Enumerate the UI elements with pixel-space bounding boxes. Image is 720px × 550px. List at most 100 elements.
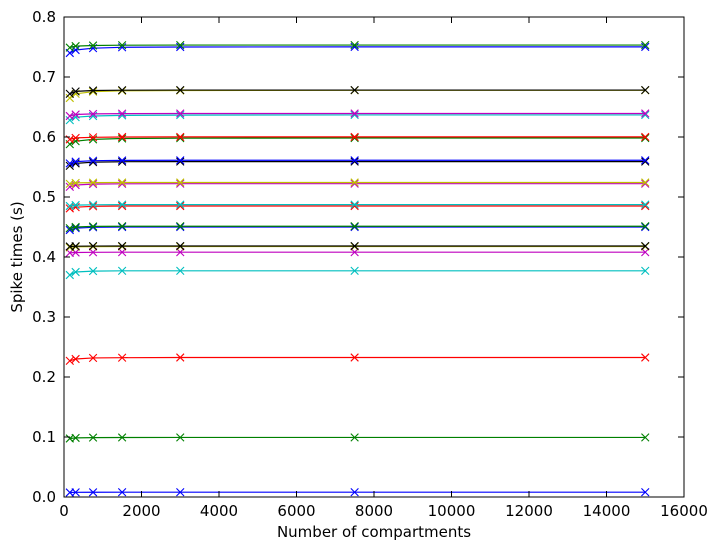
x-tick-label: 14000 [583, 502, 631, 520]
data-point-marker [71, 267, 80, 277]
data-point-marker [88, 200, 98, 209]
y-tick-label: 0.7 [32, 68, 56, 86]
data-point-marker [176, 178, 185, 187]
data-point-marker [71, 200, 80, 210]
data-point-marker [176, 85, 185, 95]
data-point-marker [71, 488, 80, 497]
data-point-marker [117, 266, 127, 275]
data-point-marker [176, 266, 185, 275]
series-22 [65, 40, 650, 52]
data-point-marker [117, 156, 127, 165]
series-16 [65, 132, 650, 144]
series-2 [65, 353, 650, 365]
data-point-marker [117, 201, 127, 211]
data-point-marker [641, 179, 650, 188]
data-point-marker [350, 132, 359, 142]
data-point-marker [176, 433, 185, 442]
data-point-marker [117, 132, 127, 142]
data-point-marker [88, 433, 98, 442]
data-point-marker [88, 241, 98, 251]
data-point-marker [350, 85, 359, 95]
x-tick-label: 2000 [122, 502, 160, 520]
data-point-marker [117, 41, 127, 50]
data-point-marker [65, 356, 75, 365]
data-point-marker [350, 42, 359, 52]
series-15 [65, 133, 650, 149]
x-axis-label: Number of compartments [277, 523, 471, 541]
data-point-marker [350, 222, 359, 232]
data-point-marker [117, 433, 127, 442]
data-point-marker [176, 241, 185, 251]
data-point-marker [71, 222, 80, 232]
data-point-marker [350, 110, 359, 120]
series-0 [65, 488, 650, 497]
data-point-marker [176, 156, 185, 165]
series-8 [65, 222, 650, 233]
data-point-marker [71, 41, 80, 51]
data-point-marker [88, 178, 98, 187]
data-point-marker [641, 353, 650, 362]
data-point-marker [176, 201, 185, 211]
y-tick-label: 0.5 [32, 188, 56, 206]
series-10 [65, 200, 650, 211]
y-tick-label: 0.3 [32, 308, 56, 326]
data-point-marker [71, 354, 80, 364]
data-point-marker [176, 179, 185, 188]
data-point-marker [117, 200, 127, 209]
data-point-marker [350, 353, 359, 362]
data-point-marker [641, 241, 650, 251]
data-point-marker [350, 156, 359, 165]
data-point-marker [641, 42, 650, 52]
data-point-marker [88, 179, 98, 189]
data-point-marker [117, 134, 127, 143]
data-point-marker [65, 182, 75, 191]
data-point-marker [641, 222, 650, 232]
series-line [69, 251, 646, 254]
series-18 [65, 109, 650, 121]
data-point-marker [117, 179, 127, 188]
data-point-marker [641, 85, 650, 95]
data-point-marker [350, 133, 359, 143]
data-point-marker [641, 157, 650, 166]
data-point-marker [641, 109, 650, 118]
data-point-marker [641, 132, 650, 142]
x-tick-label: 6000 [277, 502, 315, 520]
data-point-marker [176, 200, 185, 209]
series-6 [65, 241, 650, 251]
y-tick-label: 0.0 [32, 488, 56, 506]
data-point-marker [88, 353, 98, 363]
series-12 [65, 178, 650, 188]
data-point-marker [117, 109, 127, 118]
data-point-marker [71, 45, 80, 55]
data-point-marker [350, 266, 359, 275]
data-point-marker [350, 201, 359, 211]
data-point-marker [88, 156, 98, 165]
y-tick-label: 0.2 [32, 368, 56, 386]
data-point-marker [71, 178, 80, 188]
data-point-marker [176, 134, 185, 143]
data-point-marker [350, 179, 359, 188]
data-point-marker [176, 222, 185, 231]
y-tick-label: 0.1 [32, 428, 56, 446]
data-point-marker [88, 488, 98, 497]
data-point-marker [71, 242, 80, 251]
data-point-marker [71, 433, 80, 443]
data-point-marker [641, 433, 650, 442]
data-point-marker [176, 109, 185, 118]
data-point-marker [71, 157, 80, 166]
tick-layer: 0 2000 4000 6000 8000 10000 12000 14000 16000 0.0… [32, 8, 708, 520]
x-tick-label: 8000 [355, 502, 393, 520]
data-point-marker [117, 178, 127, 187]
x-tick-label: 16000 [660, 502, 708, 520]
data-point-marker [71, 110, 80, 119]
data-point-marker [88, 86, 98, 95]
data-point-marker [88, 109, 98, 119]
data-point-marker [117, 222, 127, 231]
data-point-marker [88, 158, 98, 167]
y-axis-label: Spike times (s) [8, 201, 26, 312]
series-layer [65, 40, 650, 497]
y-tick-label: 0.8 [32, 8, 56, 26]
data-point-marker [350, 157, 359, 166]
series-1 [65, 433, 650, 443]
data-point-marker [350, 222, 359, 231]
